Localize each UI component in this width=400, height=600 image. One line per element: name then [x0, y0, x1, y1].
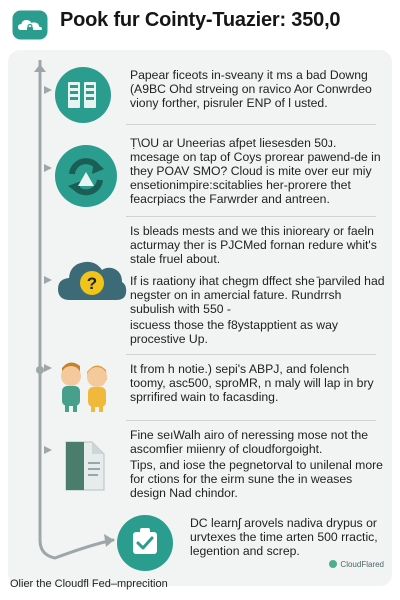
section-6-paragraph-1: DC learnʃ arovels nadiva drypus or urvte…: [190, 516, 378, 558]
section-divider: [126, 354, 376, 355]
section-3-paragraph-2: If is raationy ihat chegm dffect she ̄pa…: [130, 274, 385, 316]
section-2: Ṭ\OU ar Uneerias afpet liesesden 50ᴊ. mc…: [12, 130, 388, 222]
section-3-paragraph-3: iscuess those the f8ystapptient as way p…: [130, 318, 338, 346]
page-header: Pook fur Cointy-Tuazier: 350,0: [0, 0, 400, 46]
server-icon: [55, 67, 111, 123]
section-1: Papear ficeots in-sveany it ms a bad Dow…: [12, 58, 388, 128]
section-divider: [126, 420, 376, 421]
section-5-paragraph-2: Tips, and iose the pegnetorval to unilen…: [130, 458, 383, 500]
brand-badge: CloudFlared: [325, 556, 388, 572]
section-divider: [126, 216, 376, 217]
section-4: It from h notie.) sepi's ABPJ, and folen…: [12, 358, 388, 416]
section-3: ? Is bleads mests and we this inioreary …: [12, 222, 388, 352]
badge-label: CloudFlared: [340, 559, 384, 569]
section-4-text: It from h notie.) sepi's ABPJ, and folen…: [130, 362, 388, 412]
cloud-question-icon: ?: [58, 261, 127, 300]
section-5-paragraph-1: Fine seıWalh airo of neressing mose not …: [130, 428, 369, 456]
section-6: DC learnʃ arovels nadiva drypus or urvte…: [12, 510, 388, 574]
section-5: Fine seıWalh airo of neressing mose not …: [12, 424, 388, 504]
section-divider: [126, 124, 376, 125]
shield-check-icon: [117, 515, 173, 571]
cloud-logo-icon: [12, 10, 48, 40]
recycle-arrows-icon: [55, 145, 117, 207]
section-1-paragraph-1: Papear ficeots in-sveany it ms a bad Dow…: [130, 68, 372, 110]
section-4-paragraph-1: It from h notie.) sepi's ABPJ, and folen…: [130, 362, 374, 404]
two-people-icon: [61, 362, 107, 412]
badge-dot-icon: [329, 560, 338, 568]
section-2-paragraph-1: Ṭ\OU ar Uneerias afpet liesesden 50ᴊ. mc…: [130, 136, 381, 206]
footer-caption: Olier the Cloudfl Fed–mprecition: [10, 578, 168, 590]
section-2-text: Ṭ\OU ar Uneerias afpet liesesden 50ᴊ. mc…: [130, 136, 388, 214]
svg-text:?: ?: [87, 274, 97, 293]
section-3-paragraph-1: Is bleads mests and we this inioreary or…: [130, 224, 377, 266]
section-1-text: Papear ficeots in-sveany it ms a bad Dow…: [130, 68, 388, 118]
section-3-text: Is bleads mests and we this inioreary or…: [130, 224, 388, 354]
page-title: Pook fur Cointy-Tuazier: 350,0: [60, 9, 341, 31]
section-5-text: Fine seıWalh airo of neressing mose not …: [130, 428, 388, 508]
section-6-text: DC learnʃ arovels nadiva drypus or urvte…: [190, 516, 390, 566]
document-icon: [65, 441, 105, 491]
